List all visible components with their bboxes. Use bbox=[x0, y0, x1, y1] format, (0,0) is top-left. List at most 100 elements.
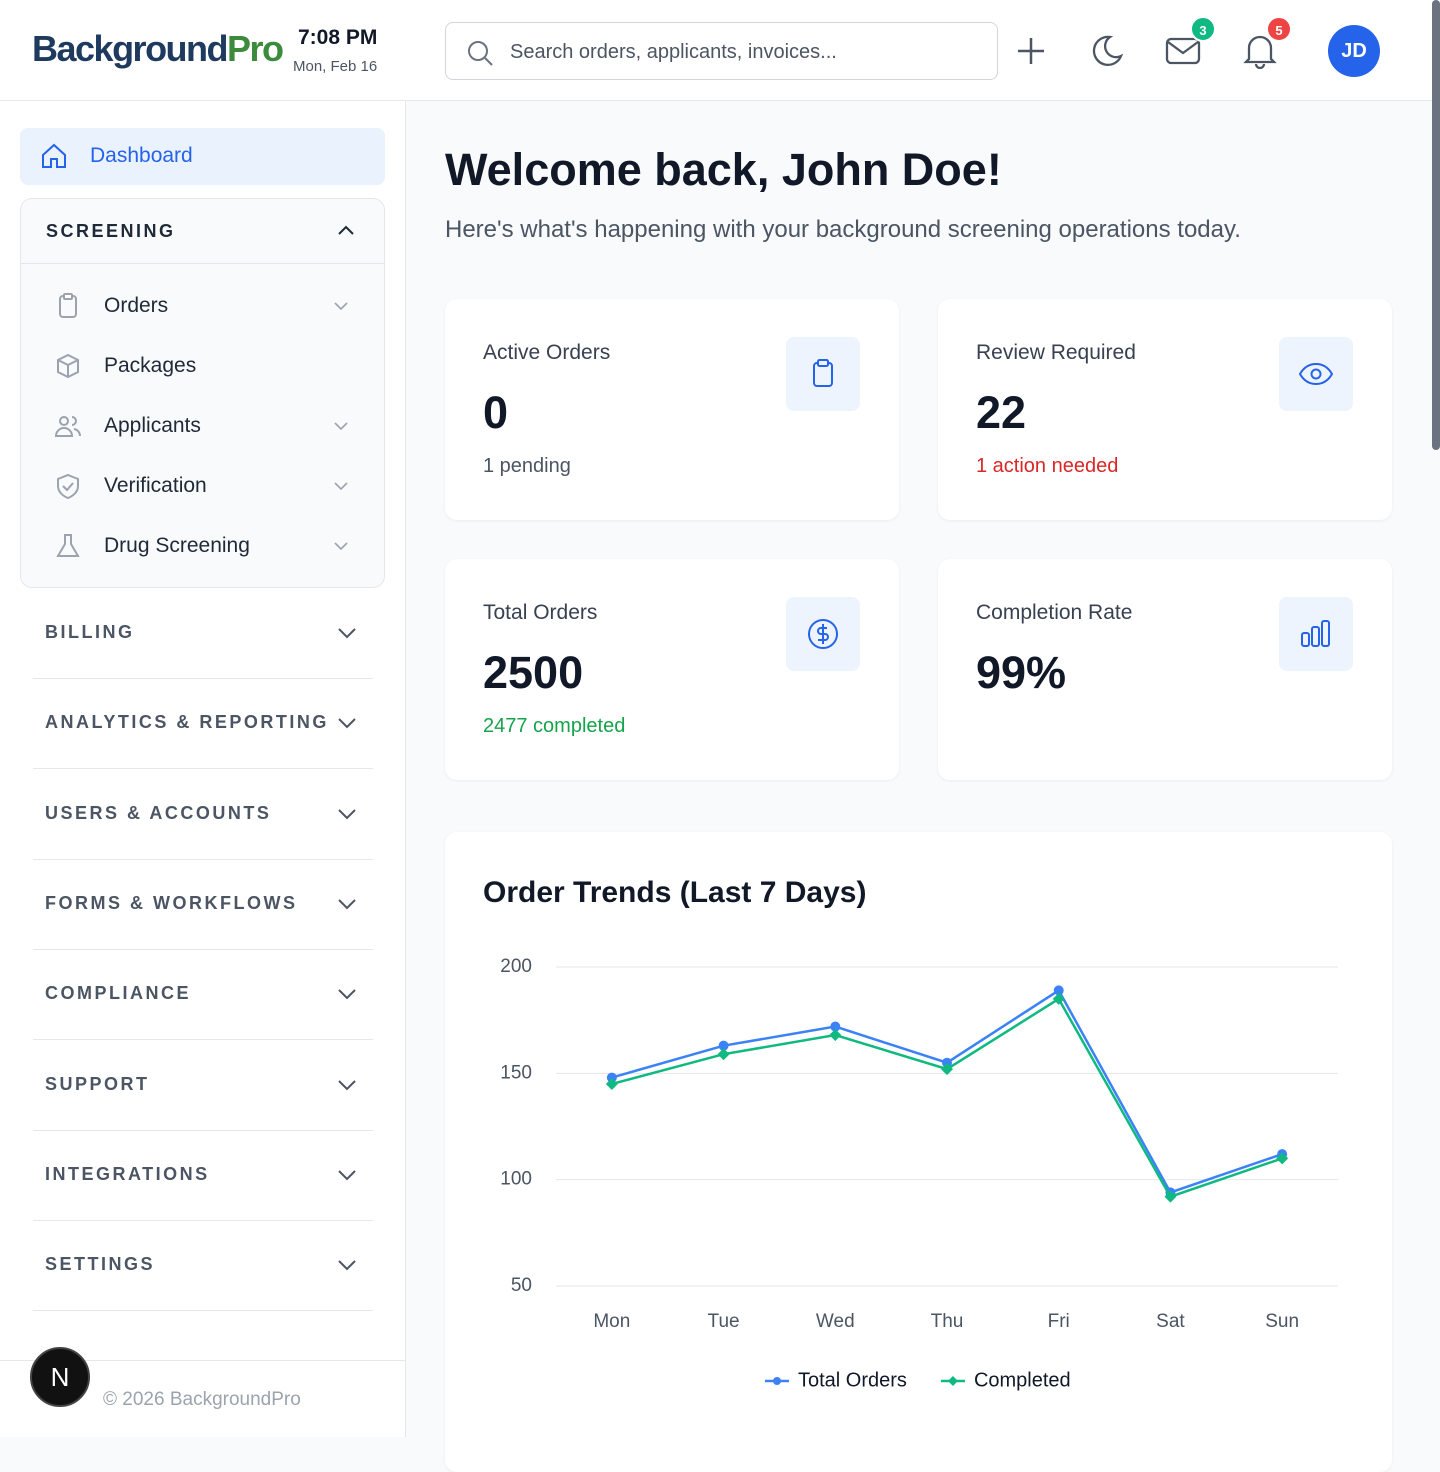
chevron-down bbox=[338, 718, 356, 729]
chevron-down bbox=[334, 422, 348, 431]
chevron-down bbox=[338, 808, 356, 820]
search-placeholder: Search orders, applicants, invoices... bbox=[510, 41, 837, 63]
stat-card: Active Orders 0 1 pending bbox=[445, 299, 899, 520]
add-button[interactable] bbox=[1015, 35, 1047, 67]
section-title[interactable]: COMPLIANCE bbox=[45, 983, 191, 1004]
stat-value: 99% bbox=[976, 647, 1067, 698]
nav-icon bbox=[57, 353, 79, 379]
nav-label: Orders bbox=[104, 294, 169, 317]
notifications-badge: 5 bbox=[1266, 16, 1292, 42]
point bbox=[947, 1376, 958, 1386]
scrollbar[interactable] bbox=[1432, 0, 1440, 450]
line bbox=[611, 988, 1283, 1194]
point bbox=[942, 1057, 952, 1068]
nav-icon bbox=[57, 473, 79, 500]
search-box[interactable]: Search orders, applicants, invoices... bbox=[445, 22, 998, 80]
nav-dashboard[interactable]: Dashboard bbox=[20, 128, 385, 185]
x-tick-label: Sun bbox=[1265, 1311, 1299, 1332]
nav-item[interactable]: Orders bbox=[21, 288, 384, 324]
point bbox=[1053, 985, 1064, 996]
nav-item[interactable]: Verification bbox=[21, 468, 384, 504]
divider bbox=[33, 1039, 373, 1041]
chevron-down bbox=[338, 1079, 356, 1090]
footer-divider bbox=[0, 1360, 406, 1361]
section-title[interactable]: INTEGRATIONS bbox=[45, 1163, 210, 1184]
stat-icon bbox=[786, 597, 860, 671]
stat-icon bbox=[1279, 337, 1353, 411]
point bbox=[830, 1021, 841, 1032]
stat-label: Completion Rate bbox=[976, 601, 1133, 624]
x-tick-label: Fri bbox=[1048, 1311, 1070, 1332]
y-tick-label: 50 bbox=[511, 1275, 532, 1296]
nav-item[interactable]: Drug Screening bbox=[21, 528, 384, 564]
nav-item[interactable]: Applicants bbox=[21, 408, 384, 444]
home-icon bbox=[42, 143, 66, 168]
section-title[interactable]: USERS & ACCOUNTS bbox=[45, 802, 272, 823]
stat-note: 1 action needed bbox=[976, 455, 1119, 477]
page: BackgroundPro 7:08 PM Mon, Feb 16 Search… bbox=[0, 0, 1440, 1437]
chart: Order Trends (Last 7 Days) 50 100 150 200 Mon… bbox=[483, 876, 1338, 1391]
icon bbox=[813, 359, 833, 387]
point bbox=[605, 1077, 618, 1090]
section-title[interactable]: SUPPORT bbox=[45, 1073, 150, 1094]
divider bbox=[33, 678, 373, 679]
x-tick-label: Mon bbox=[593, 1311, 630, 1332]
messages-button[interactable] bbox=[1165, 36, 1201, 66]
x-tick-label: Thu bbox=[931, 1311, 964, 1332]
divider bbox=[33, 1219, 373, 1221]
brand-accent: Pro bbox=[227, 28, 284, 69]
icon bbox=[1301, 620, 1330, 647]
screening-group: SCREENING Orders Packages Applicants Verifi… bbox=[20, 198, 385, 588]
y-tick-label: 200 bbox=[500, 956, 532, 977]
user-avatar[interactable]: JD bbox=[1328, 25, 1380, 77]
section-title[interactable]: FORMS & WORKFLOWS bbox=[45, 892, 298, 913]
chevron-down bbox=[334, 302, 348, 311]
chevron-down bbox=[338, 899, 356, 910]
legend-label[interactable]: Completed bbox=[974, 1369, 1071, 1391]
screening-header[interactable]: SCREENING bbox=[21, 199, 384, 264]
nav-label: Dashboard bbox=[90, 144, 193, 167]
welcome-title: Welcome back, John Doe! bbox=[445, 144, 1002, 195]
welcome-subtitle: Here's what's happening with your backgr… bbox=[445, 216, 1241, 243]
theme-toggle[interactable] bbox=[1090, 34, 1124, 68]
divider bbox=[33, 768, 373, 770]
stat-label: Total Orders bbox=[483, 601, 598, 624]
nav-icon bbox=[54, 416, 82, 437]
nav-item[interactable]: Packages bbox=[21, 348, 384, 384]
section-title[interactable]: ANALYTICS & REPORTING bbox=[45, 712, 329, 733]
nav-label: Drug Screening bbox=[104, 534, 250, 557]
stat-card: Review Required 22 1 action needed bbox=[938, 299, 1392, 520]
nav-label: Packages bbox=[104, 354, 197, 377]
section-title[interactable]: SETTINGS bbox=[45, 1254, 156, 1275]
section-title[interactable]: BILLING bbox=[45, 622, 135, 642]
y-tick-label: 150 bbox=[500, 1062, 532, 1083]
stat-note: 2477 completed bbox=[483, 715, 626, 737]
chevron-down bbox=[338, 1260, 356, 1271]
chevron-down bbox=[334, 542, 348, 551]
chevron-up bbox=[338, 225, 354, 235]
x-tick-label: Wed bbox=[816, 1311, 855, 1332]
search-icon bbox=[468, 41, 493, 66]
nav-icon bbox=[59, 293, 77, 318]
nav-label: Verification bbox=[104, 474, 207, 497]
notifications-button[interactable] bbox=[1243, 33, 1277, 69]
stat-label: Active Orders bbox=[483, 341, 611, 364]
x-tick-label: Sat bbox=[1156, 1311, 1185, 1332]
legend-label[interactable]: Total Orders bbox=[798, 1369, 907, 1391]
point bbox=[717, 1048, 730, 1061]
nav-icon bbox=[56, 534, 80, 557]
x-tick-label: Tue bbox=[708, 1311, 740, 1332]
point bbox=[1276, 1152, 1289, 1165]
stat-value: 0 bbox=[483, 387, 509, 438]
dev-badge[interactable]: N bbox=[30, 1347, 90, 1407]
stat-value: 2500 bbox=[483, 647, 584, 698]
brand: BackgroundPro bbox=[32, 28, 284, 70]
icon bbox=[808, 619, 838, 649]
stat-card: Total Orders 2500 2477 completed bbox=[445, 559, 899, 780]
divider bbox=[33, 948, 373, 950]
chevron-down bbox=[338, 989, 356, 1000]
section-title: SCREENING bbox=[46, 221, 176, 241]
divider bbox=[33, 1310, 373, 1312]
divider bbox=[33, 858, 373, 860]
point bbox=[606, 1072, 617, 1083]
